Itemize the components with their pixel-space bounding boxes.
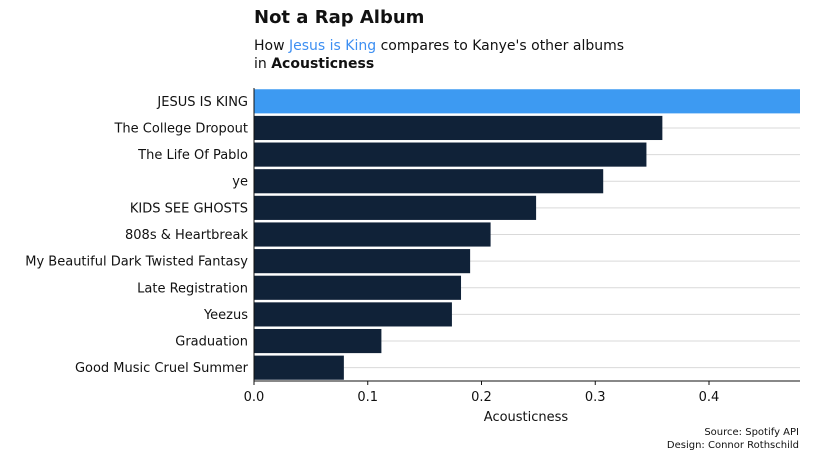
category-label: Good Music Cruel Summer <box>75 361 249 376</box>
bar-1 <box>254 115 663 141</box>
credit-source: Source: Spotify API <box>704 427 799 438</box>
bars <box>254 89 800 380</box>
bar-7 <box>254 275 462 300</box>
x-axis-title: Acousticness <box>484 410 569 425</box>
x-tick-label: 0.1 <box>357 390 378 405</box>
category-label: The College Dropout <box>113 121 248 136</box>
bar-9 <box>254 328 382 354</box>
subtitle-metric: Acousticness <box>271 56 375 72</box>
category-label: 808s & Heartbreak <box>125 228 248 243</box>
bar-6 <box>254 249 471 274</box>
category-label: KIDS SEE GHOSTS <box>130 201 248 216</box>
subtitle-line2-prefix: in <box>254 56 272 72</box>
bar-5 <box>254 222 491 247</box>
x-axis: 0.0 0.1 0.2 0.3 0.4 <box>244 88 800 405</box>
category-label: My Beautiful Dark Twisted Fantasy <box>25 255 248 270</box>
x-tick-label: 0.4 <box>699 390 720 405</box>
x-tick-label: 0.2 <box>471 390 492 405</box>
bar-2 <box>254 142 647 167</box>
bar-8 <box>254 302 452 327</box>
bar-4 <box>254 195 537 220</box>
category-label: ye <box>232 175 248 190</box>
category-label: Graduation <box>175 335 248 350</box>
chart-title: Not a Rap Album <box>254 7 425 28</box>
chart-subtitle: How Jesus is King compares to Kanye's ot… <box>254 37 624 73</box>
credit-design: Design: Connor Rothschild <box>666 440 799 451</box>
bar-0 <box>254 89 800 114</box>
category-label: Late Registration <box>137 281 248 296</box>
category-labels: JESUS IS KING The College Dropout The Life… <box>25 95 248 376</box>
category-label: JESUS IS KING <box>156 95 248 110</box>
subtitle-prefix: How <box>254 38 289 54</box>
x-tick-label: 0.3 <box>585 390 606 405</box>
subtitle-middle: compares to Kanye's other albums <box>376 38 625 54</box>
subtitle-highlight: Jesus is King <box>289 38 377 54</box>
bar-3 <box>254 169 604 194</box>
subtitle-line-1: How Jesus is King compares to Kanye's ot… <box>254 37 624 55</box>
bar-10 <box>254 355 344 380</box>
subtitle-line-2: in Acousticness <box>254 55 624 73</box>
x-tick-label: 0.0 <box>244 390 265 405</box>
category-label: Yeezus <box>203 308 248 323</box>
category-label: The Life Of Pablo <box>137 148 248 163</box>
